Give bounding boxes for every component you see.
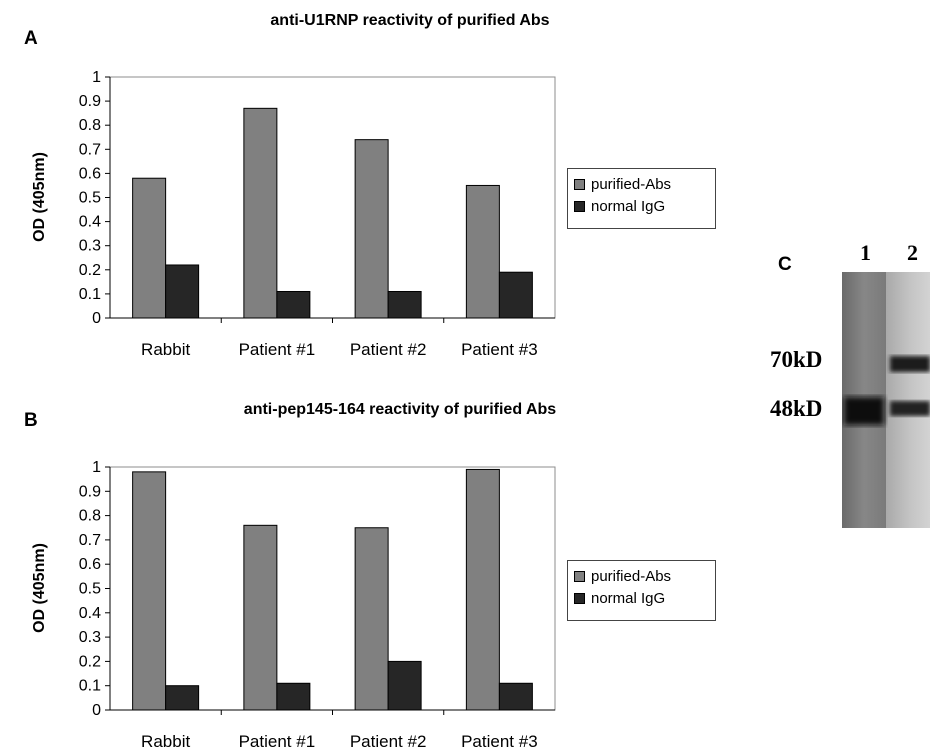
y-tick-label: 0.8 — [79, 508, 101, 525]
y-tick-label: 1 — [92, 69, 101, 86]
y-tick-label: 0.4 — [79, 214, 101, 231]
legend-item-purified: purified-Abs — [574, 173, 707, 195]
legend-item-normal: normal IgG — [574, 587, 707, 609]
y-tick-label: 0.3 — [79, 238, 101, 255]
y-axis-label: OD (405nm) — [31, 152, 48, 242]
x-tick-label: Patient #2 — [350, 732, 427, 751]
bar-normal-igg — [276, 290, 311, 319]
legend-swatch-purified — [574, 178, 585, 190]
bar-normal-igg — [498, 682, 533, 711]
y-tick-label: 0.7 — [79, 141, 101, 158]
bar-normal-igg — [387, 660, 422, 711]
y-tick-label: 0.3 — [79, 629, 101, 646]
y-tick-label: 0.1 — [79, 286, 101, 303]
y-tick-label: 0.8 — [79, 117, 101, 134]
legend-label-purified: purified-Abs — [591, 567, 672, 585]
y-tick-label: 0.5 — [79, 190, 101, 207]
legend-label-normal: normal IgG — [591, 589, 666, 607]
y-tick-label: 0 — [92, 702, 101, 719]
bar-normal-igg — [498, 271, 533, 319]
bar-normal-igg — [276, 682, 311, 711]
bar-normal-igg — [387, 290, 422, 319]
legend-swatch-normal — [574, 200, 585, 212]
chart-b-title: anti-pep145-164 reactivity of purified A… — [243, 401, 557, 418]
blot-lane-1-label: 1 — [860, 240, 871, 265]
bar-purified-abs — [243, 107, 278, 319]
y-tick-label: 0.9 — [79, 483, 101, 500]
western-blot-image — [842, 272, 930, 528]
marker-48kd-label: 48kD — [770, 396, 823, 421]
y-tick-label: 1 — [92, 459, 101, 476]
legend-label-normal: normal IgG — [591, 197, 666, 215]
bar-purified-abs — [354, 527, 389, 711]
y-axis-label: OD (405nm) — [31, 543, 48, 633]
y-tick-label: 0.4 — [79, 605, 101, 622]
legend-item-purified: purified-Abs — [574, 565, 707, 587]
y-tick-label: 0.6 — [79, 556, 101, 573]
chart-b-plot: 0 0.1 0.2 0.3 0.4 0.5 0.6 0.7 0.8 0.9 1 OD (405nm) R… — [31, 459, 556, 751]
legend-swatch-normal — [574, 592, 585, 604]
panel-a-letter: A — [24, 28, 38, 49]
y-tick-label: 0.2 — [79, 653, 101, 670]
x-tick-label: Patient #1 — [239, 732, 316, 751]
legend-label-purified: purified-Abs — [591, 175, 672, 193]
bar-purified-abs — [465, 468, 500, 711]
legend-swatch-purified — [574, 570, 585, 582]
x-tick-label: Rabbit — [141, 732, 190, 751]
chart-a-title: anti-U1RNP reactivity of purified Abs — [270, 12, 550, 29]
x-tick-label: Rabbit — [141, 340, 190, 359]
chart-a-plot: 0 0.1 0.2 0.3 0.4 0.5 0.6 0.7 0.8 0.9 1 OD (405nm) R… — [31, 69, 556, 359]
x-tick-label: Patient #1 — [239, 340, 316, 359]
y-tick-label: 0.9 — [79, 93, 101, 110]
x-tick-label: Patient #3 — [461, 732, 538, 751]
bar-normal-igg — [165, 264, 200, 319]
blot-lane-1-48kd-band — [844, 397, 884, 425]
x-tick-label: Patient #2 — [350, 340, 427, 359]
panel-c-letter: C — [778, 254, 792, 275]
x-tick-label: Patient #3 — [461, 340, 538, 359]
bar-purified-abs — [465, 184, 500, 319]
chart-a-legend: purified-Abs normal IgG — [567, 168, 716, 229]
bar-purified-abs — [243, 524, 278, 711]
y-tick-label: 0.5 — [79, 581, 101, 598]
y-tick-label: 0.6 — [79, 165, 101, 182]
blot-lane-2 — [886, 272, 930, 528]
legend-item-normal: normal IgG — [574, 195, 707, 217]
y-tick-label: 0 — [92, 310, 101, 327]
y-tick-label: 0.7 — [79, 532, 101, 549]
panel-b-letter: B — [24, 410, 38, 431]
bar-purified-abs — [354, 139, 389, 319]
blot-lane-2-70kd-band — [890, 356, 930, 372]
y-tick-label: 0.2 — [79, 262, 101, 279]
y-tick-label: 0.1 — [79, 678, 101, 695]
bar-normal-igg — [165, 685, 200, 711]
blot-lane-2-48kd-band — [890, 401, 930, 416]
marker-70kd-label: 70kD — [770, 347, 823, 372]
chart-b-legend: purified-Abs normal IgG — [567, 560, 716, 621]
bar-purified-abs — [132, 471, 167, 711]
bar-purified-abs — [132, 177, 167, 319]
blot-lane-2-label: 2 — [907, 240, 918, 265]
